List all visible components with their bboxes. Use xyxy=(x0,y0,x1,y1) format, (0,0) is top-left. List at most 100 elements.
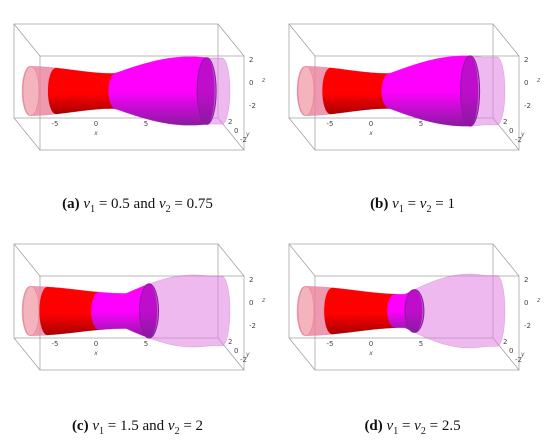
y-tick-label: 2 xyxy=(503,118,507,126)
magenta-surface-region xyxy=(381,55,479,127)
v2-value: 2 xyxy=(195,418,204,434)
caption-letter: (d) xyxy=(364,418,383,434)
v1-symbol: v1 = xyxy=(83,196,112,215)
x-tick-label: 5 xyxy=(144,120,148,128)
caption-conjunction: and xyxy=(129,196,159,212)
z-tick-label: -2 xyxy=(249,102,256,110)
y-tick-label: -2 xyxy=(240,356,247,364)
left-opening-ring xyxy=(22,66,40,116)
z-tick-label: 2 xyxy=(249,56,253,64)
y-axis-label: y xyxy=(520,131,525,138)
x-tick-label: -5 xyxy=(327,340,334,348)
v1-symbol: v1 = xyxy=(386,418,415,437)
v2-symbol: v2 = xyxy=(419,196,448,215)
z-axis-label: z xyxy=(536,77,541,84)
red-surface-region xyxy=(324,287,404,335)
v-value: 2.5 xyxy=(441,418,461,434)
red-surface-region xyxy=(39,286,108,336)
y-tick-label: -2 xyxy=(515,356,522,364)
x-tick-label: 5 xyxy=(419,340,423,348)
z-tick-label: 0 xyxy=(249,299,253,307)
surface xyxy=(296,273,506,349)
v1-value: 1.5 xyxy=(119,418,139,434)
caption-a: (a) v1 = 0.5 and v2 = 0.75 xyxy=(0,196,275,215)
x-tick-label: 0 xyxy=(94,340,98,348)
y-tick-label: -2 xyxy=(515,136,522,144)
subfigure-c: -5 0 5 x 2 0 -2 z 2 0 -2 y (c) v1 = 1.5 and v2 = 2 xyxy=(0,220,275,440)
y-tick-label: 0 xyxy=(234,347,238,355)
v2-value: 0.75 xyxy=(186,196,213,212)
z-tick-label: -2 xyxy=(524,322,531,330)
x-axis-label: x xyxy=(368,130,373,137)
z-tick-label: 0 xyxy=(524,299,528,307)
caption-b: (b) v1 = v2 = 1 xyxy=(275,196,550,215)
x-axis-label: x xyxy=(368,350,373,357)
magenta-opening-ring xyxy=(196,57,217,125)
v1-symbol: v1 = xyxy=(92,418,120,437)
magenta-opening-ring xyxy=(404,289,425,333)
z-tick-label: 0 xyxy=(524,79,528,87)
z-tick-label: 2 xyxy=(249,276,253,284)
y-tick-label: 0 xyxy=(509,127,513,135)
caption-letter: (a) xyxy=(62,196,80,212)
y-tick-label: 2 xyxy=(228,338,232,346)
subfigure-b: -5 0 5 x 2 0 -2 z 2 0 -2 y (b) v1 = v2 = 1 xyxy=(275,0,550,220)
y-axis-label: y xyxy=(520,351,525,358)
x-tick-label: -5 xyxy=(327,120,334,128)
y-tick-label: 2 xyxy=(503,338,507,346)
red-surface-region xyxy=(47,67,125,115)
caption-d: (d) v1 = v2 = 2.5 xyxy=(275,418,550,437)
x-tick-label: -5 xyxy=(52,120,59,128)
v2-symbol: v2 = xyxy=(167,418,196,437)
z-axis-label: z xyxy=(536,297,541,304)
y-tick-label: 2 xyxy=(228,118,232,126)
z-tick-label: -2 xyxy=(524,102,531,110)
subfigure-d: -5 0 5 x 2 0 -2 z 2 0 -2 y (d) v1 = v2 = 2.5 xyxy=(275,220,550,440)
left-opening-ring xyxy=(22,286,40,336)
caption-letter: (c) xyxy=(71,418,89,434)
z-tick-label: 0 xyxy=(249,79,253,87)
caption-letter: (b) xyxy=(370,196,389,212)
y-tick-label: -2 xyxy=(240,136,247,144)
magenta-opening-ring xyxy=(139,283,160,339)
z-tick-label: 2 xyxy=(524,276,528,284)
subfigure-a: -5 0 5 x 2 0 -2 z 2 0 -2 y (a) v1 = 0.5 and v2 = 0.7… xyxy=(0,0,275,220)
z-axis-label: z xyxy=(261,297,266,304)
x-axis-label: x xyxy=(93,350,98,357)
v-value: 1 xyxy=(447,196,455,212)
v2-symbol: v2 = xyxy=(158,196,187,215)
red-surface-region xyxy=(322,67,398,115)
x-tick-label: -5 xyxy=(52,340,59,348)
z-tick-label: -2 xyxy=(249,322,256,330)
v2-symbol: v2 = xyxy=(414,418,442,437)
x-tick-label: 5 xyxy=(144,340,148,348)
v1-symbol: v1 = xyxy=(392,196,420,215)
surface xyxy=(21,56,231,126)
y-tick-label: 0 xyxy=(234,127,238,135)
x-tick-label: 5 xyxy=(419,120,423,128)
x-tick-label: 0 xyxy=(369,120,373,128)
z-axis-label: z xyxy=(261,77,266,84)
y-tick-label: 0 xyxy=(509,347,513,355)
x-tick-label: 0 xyxy=(94,120,98,128)
y-axis-label: y xyxy=(245,351,250,358)
x-axis-label: x xyxy=(93,130,98,137)
caption-conjunction: and xyxy=(138,418,168,434)
left-opening-ring xyxy=(297,66,315,116)
magenta-surface-region xyxy=(108,56,215,126)
y-axis-label: y xyxy=(245,131,250,138)
surface xyxy=(296,55,506,127)
surface xyxy=(21,274,231,348)
magenta-opening-ring xyxy=(460,55,481,127)
caption-c: (c) v1 = 1.5 and v2 = 2 xyxy=(0,418,275,437)
left-opening-ring xyxy=(297,286,315,336)
x-tick-label: 0 xyxy=(369,340,373,348)
